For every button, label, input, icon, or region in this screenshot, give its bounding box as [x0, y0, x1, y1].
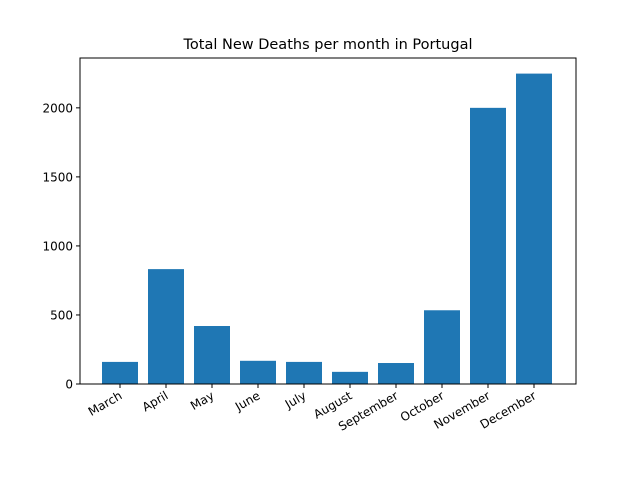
bar-april	[148, 269, 184, 384]
x-tick-label: June	[232, 388, 263, 414]
bar-march	[102, 361, 138, 384]
bar-july	[286, 361, 322, 384]
bar-may	[194, 326, 230, 384]
y-tick-label: 2000	[42, 101, 73, 115]
x-tick-label: April	[140, 388, 171, 414]
bars-group	[102, 73, 552, 384]
chart-title: Total New Deaths per month in Portugal	[183, 37, 473, 53]
y-tick-label: 1000	[42, 239, 73, 253]
bar-september	[378, 363, 414, 384]
bar-november	[470, 107, 506, 384]
bar-december	[516, 73, 552, 384]
y-tick-label: 500	[50, 308, 73, 322]
y-axis: 0 500 1000 1500 2000	[42, 101, 80, 392]
bar-august	[332, 371, 368, 384]
y-tick-label: 1500	[42, 170, 73, 184]
x-tick-label: May	[188, 388, 216, 413]
bar-june	[240, 360, 276, 384]
x-axis: March April May June July AugustSeptemberOcto…	[86, 384, 539, 434]
bar-october	[424, 310, 460, 384]
plot-frame	[79, 57, 577, 385]
x-tick-label: March	[86, 388, 125, 418]
x-tick-label: July	[282, 388, 309, 411]
y-tick-label: 0	[65, 378, 73, 392]
